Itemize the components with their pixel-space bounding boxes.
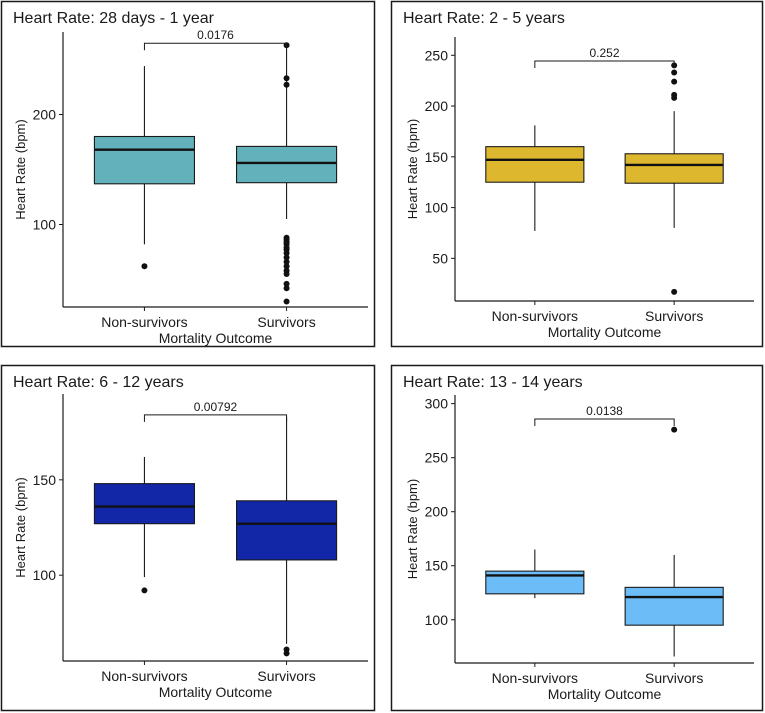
chart-panel-3: Heart Rate: 6 - 12 years 100 150 Heart Rate… [0,364,376,712]
outlier-point [141,263,148,270]
x-tick-label: Survivors [645,670,703,686]
significance-bracket [534,60,675,68]
box-non-survivors [93,456,196,594]
box-survivors [235,416,338,657]
outlier-point [283,75,290,82]
x-axis-label: Mortality Outcome [548,686,662,702]
iqr-box [93,483,196,525]
outlier-point [283,298,290,305]
p-value-label: 0.0138 [586,404,623,418]
outlier-point [671,94,678,101]
outlier-point [283,254,290,261]
x-tick-label: Survivors [645,308,703,324]
iqr-box [624,586,724,626]
outlier-point [283,81,290,88]
significance-bracket [143,42,288,51]
chart-panel-1: Heart Rate: 28 days - 1 year 100 200 Heart … [0,0,376,348]
box-survivors [235,42,338,305]
x-axis-label: Mortality Outcome [548,324,662,340]
y-tick-label: 100 [33,217,57,233]
y-axis-label: Heart Rate (bpm) [13,477,28,577]
outlier-point [283,258,290,265]
iqr-box [485,570,585,595]
chart-title: Heart Rate: 13 - 14 years [403,374,583,391]
y-tick-label: 100 [33,567,57,583]
y-tick-label: 50 [432,250,448,266]
outlier-point [671,288,678,295]
y-tick-label: 200 [425,98,449,114]
iqr-box [235,145,338,184]
y-axis-label: Heart Rate (bpm) [405,479,420,579]
y-tick-label: 250 [425,450,449,466]
x-tick-label: Non-survivors [101,314,187,330]
p-value-label: 0.0176 [197,28,234,42]
x-tick-label: Non-survivors [492,670,578,686]
y-tick-label: 100 [425,200,449,216]
y-tick-label: 150 [425,149,449,165]
chart-panel-2: Heart Rate: 2 - 5 years 50 100 150 200 250 Hea… [390,0,764,348]
outlier-point [141,587,148,594]
y-tick-label: 250 [425,47,449,63]
y-tick-label: 300 [425,396,449,412]
outlier-point [283,650,290,657]
outlier-point [283,271,290,277]
iqr-box [93,135,196,185]
outlier-point [671,69,678,76]
y-tick-label: 150 [425,558,449,574]
box-survivors [624,426,724,657]
iqr-box [485,146,585,183]
significance-bracket [143,414,288,422]
y-tick-label: 150 [33,472,57,488]
x-tick-label: Survivors [257,668,315,684]
x-axis-label: Mortality Outcome [159,330,273,346]
x-tick-label: Non-survivors [101,668,187,684]
box-non-survivors [485,125,585,231]
box-non-survivors [485,549,585,599]
outlier-point [283,280,290,287]
y-tick-label: 200 [425,504,449,520]
chart-panel-4: Heart Rate: 13 - 14 years 100 150 200 250 300… [390,364,764,712]
significance-bracket [534,418,675,426]
y-axis-label: Heart Rate (bpm) [13,119,28,219]
x-axis-label: Mortality Outcome [159,684,273,700]
x-tick-label: Non-survivors [492,308,578,324]
y-tick-label: 200 [33,107,57,123]
outlier-point [671,426,678,433]
iqr-box [235,500,338,561]
chart-title: Heart Rate: 2 - 5 years [403,10,565,27]
x-tick-label: Survivors [257,314,315,330]
y-tick-label: 100 [425,612,449,628]
outlier-point [671,78,678,85]
iqr-box [624,153,724,184]
chart-title: Heart Rate: 28 days - 1 year [13,10,215,27]
chart-title: Heart Rate: 6 - 12 years [13,374,184,391]
outlier-point [283,263,290,270]
outlier-point [283,250,290,257]
p-value-label: 0.252 [589,46,619,60]
panel-frame [390,364,764,712]
outlier-point [283,285,290,292]
box-survivors [624,62,724,295]
y-axis-label: Heart Rate (bpm) [405,119,420,219]
p-value-label: 0.00792 [194,400,238,414]
box-non-survivors [93,66,196,270]
